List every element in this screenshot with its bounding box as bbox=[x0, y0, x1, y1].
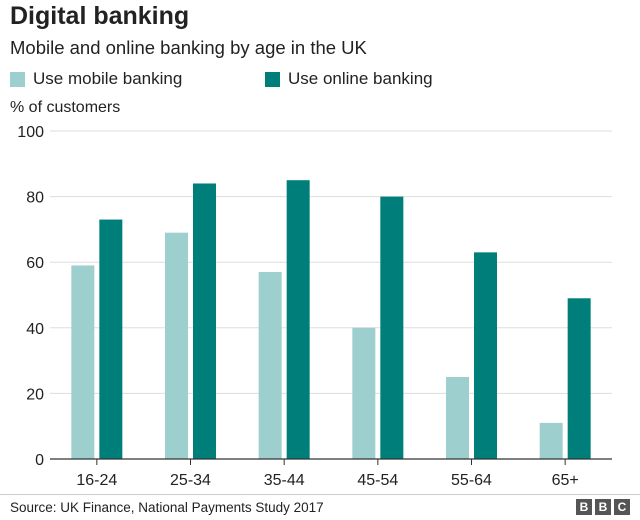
footer-divider bbox=[0, 494, 640, 495]
x-tick-label: 16-24 bbox=[76, 472, 117, 489]
y-tick-label: 60 bbox=[26, 255, 44, 272]
x-tick-label: 45-54 bbox=[357, 472, 398, 489]
bar-chart: 0 20 40 60 80 100 16-24 25-34 35-44 45-54 55-64 65+ bbox=[17, 124, 612, 489]
bbc-logo-block: B bbox=[595, 499, 611, 515]
chart-title: Digital banking bbox=[10, 2, 190, 30]
bar-mobile-55-64 bbox=[446, 377, 469, 459]
bar-online-45-54 bbox=[380, 196, 404, 459]
y-axis-label: % of customers bbox=[10, 99, 121, 116]
x-tick-label: 35-44 bbox=[264, 472, 305, 489]
bbc-logo-block: B bbox=[576, 499, 592, 515]
bar-mobile-35-44 bbox=[258, 272, 282, 459]
bbc-logo: B B C bbox=[576, 499, 630, 515]
bar-online-55-64 bbox=[474, 252, 497, 459]
source-text: Source: UK Finance, National Payments St… bbox=[10, 500, 324, 515]
chart-subtitle: Mobile and online banking by age in the … bbox=[10, 37, 367, 58]
x-tick-label: 65+ bbox=[552, 472, 579, 489]
x-tick-label: 55-64 bbox=[451, 472, 492, 489]
bar-mobile-16-24 bbox=[71, 265, 95, 459]
y-tick-label: 100 bbox=[17, 124, 44, 141]
bar-online-65+ bbox=[567, 298, 591, 459]
y-tick-label: 40 bbox=[26, 321, 44, 338]
bar-online-35-44 bbox=[286, 180, 310, 459]
bar-mobile-65+ bbox=[539, 422, 563, 459]
y-tick-label: 20 bbox=[26, 386, 44, 403]
y-tick-label: 80 bbox=[26, 190, 44, 207]
legend-item-online: Use online banking bbox=[265, 69, 433, 89]
legend-swatch-mobile bbox=[10, 71, 25, 87]
bar-mobile-45-54 bbox=[352, 327, 376, 459]
bbc-logo-block: C bbox=[614, 499, 630, 515]
legend-label-online: Use online banking bbox=[288, 69, 433, 88]
bar-online-16-24 bbox=[99, 219, 123, 459]
legend: Use mobile banking Use online banking bbox=[10, 69, 630, 93]
legend-item-mobile: Use mobile banking bbox=[10, 69, 182, 89]
x-tick-label: 25-34 bbox=[170, 472, 211, 489]
legend-swatch-online bbox=[265, 71, 280, 87]
legend-label-mobile: Use mobile banking bbox=[33, 69, 183, 88]
bar-mobile-25-34 bbox=[165, 232, 188, 459]
bar-online-25-34 bbox=[193, 183, 216, 460]
y-tick-label: 0 bbox=[35, 452, 44, 469]
